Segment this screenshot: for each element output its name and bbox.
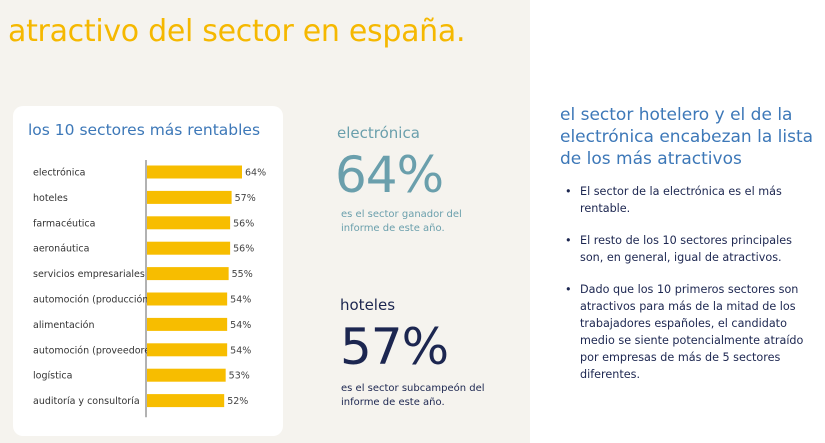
bullet-item: El sector de la electrónica es el más re… [565, 183, 810, 217]
stat-2-desc-line2: informe de este año. [341, 397, 445, 408]
category-label: hoteles [33, 193, 68, 204]
category-label: aeronáutica [33, 244, 89, 255]
bar [147, 190, 232, 204]
category-label: servicios empresariales [33, 269, 145, 280]
category-label: electrónica [33, 168, 86, 179]
bar [147, 317, 228, 331]
value-label: 53% [229, 371, 250, 382]
stat-1-value: 64% [335, 146, 444, 204]
stat-1-desc-line2: informe de este año. [341, 223, 445, 234]
bar [147, 368, 226, 382]
bar [147, 267, 229, 281]
stat-2-name: hoteles [340, 296, 396, 314]
bar [147, 165, 242, 179]
bullet-list: El sector de la electrónica es el más re… [565, 183, 810, 398]
chart-title: los 10 sectores más rentables [28, 121, 261, 139]
value-label: 54% [230, 320, 251, 331]
value-label: 54% [230, 345, 251, 356]
bar [147, 216, 231, 230]
bar [147, 241, 231, 255]
page-title: atractivo del sector en españa. [8, 14, 466, 49]
value-label: 52% [227, 396, 248, 407]
stat-2-value: 57% [340, 318, 449, 376]
category-label: alimentación [33, 320, 94, 331]
bar [147, 343, 228, 357]
stat-1-desc-line1: es el sector ganador del [341, 209, 462, 220]
bar [147, 394, 225, 408]
chart-card: los 10 sectores más rentables electrónic… [13, 106, 283, 436]
stat-1-name: electrónica [337, 124, 420, 142]
value-label: 64% [245, 168, 266, 179]
value-label: 57% [235, 193, 256, 204]
category-label: logística [33, 371, 72, 382]
category-label: automoción (producción) [33, 295, 152, 306]
section-heading: el sector hotelero y el de la electrónic… [560, 105, 814, 169]
category-label: auditoría y consultoría [33, 396, 140, 407]
value-label: 56% [233, 244, 254, 255]
bullet-item: El resto de los 10 sectores principales … [565, 232, 810, 266]
value-label: 55% [232, 269, 253, 280]
bar-chart: electrónica 64% hoteles 57% farmacéutica 56% a… [33, 160, 266, 418]
value-label: 56% [233, 218, 254, 229]
bullet-item: Dado que los 10 primeros sectores son at… [565, 281, 810, 383]
category-label: farmacéutica [33, 218, 95, 229]
category-label: automoción (proveedores) [33, 345, 159, 356]
bar [147, 292, 228, 306]
stat-2-desc-line1: es el sector subcampeón del [341, 383, 485, 394]
value-label: 54% [230, 295, 251, 306]
